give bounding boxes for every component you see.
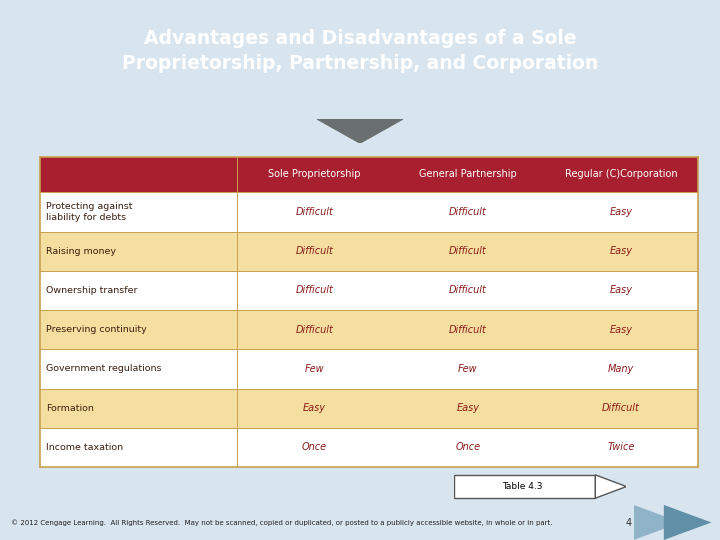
Text: Government regulations: Government regulations — [46, 364, 162, 374]
Text: Table 4.3: Table 4.3 — [503, 482, 543, 491]
Text: Difficult: Difficult — [296, 207, 333, 217]
Polygon shape — [664, 505, 711, 540]
FancyBboxPatch shape — [40, 349, 698, 389]
Text: Few: Few — [458, 364, 477, 374]
Text: Easy: Easy — [610, 286, 632, 295]
Text: Once: Once — [302, 442, 327, 453]
Text: Sole Proprietorship: Sole Proprietorship — [269, 170, 361, 179]
Text: Ownership transfer: Ownership transfer — [46, 286, 138, 295]
Text: Easy: Easy — [303, 403, 326, 413]
Text: Difficult: Difficult — [602, 403, 640, 413]
FancyBboxPatch shape — [40, 389, 698, 428]
Polygon shape — [595, 475, 626, 498]
Text: Easy: Easy — [610, 246, 632, 256]
Text: Twice: Twice — [607, 442, 634, 453]
Text: Preserving continuity: Preserving continuity — [46, 325, 147, 334]
Text: Difficult: Difficult — [449, 325, 487, 335]
Text: Difficult: Difficult — [296, 286, 333, 295]
Text: Many: Many — [608, 364, 634, 374]
Text: Difficult: Difficult — [296, 246, 333, 256]
Text: © 2012 Cengage Learning.  All Rights Reserved.  May not be scanned, copied or du: © 2012 Cengage Learning. All Rights Rese… — [11, 520, 552, 526]
Text: Once: Once — [455, 442, 480, 453]
Text: Easy: Easy — [610, 325, 632, 335]
Polygon shape — [317, 119, 403, 143]
Text: Income taxation: Income taxation — [46, 443, 123, 452]
FancyBboxPatch shape — [40, 428, 698, 467]
Text: Protecting against
liability for debts: Protecting against liability for debts — [46, 202, 132, 221]
Text: Easy: Easy — [610, 207, 632, 217]
Text: Raising money: Raising money — [46, 247, 116, 256]
Text: 4 | 28: 4 | 28 — [626, 518, 654, 529]
FancyBboxPatch shape — [40, 157, 698, 192]
Text: Difficult: Difficult — [449, 207, 487, 217]
Text: Advantages and Disadvantages of a Sole
Proprietorship, Partnership, and Corporat: Advantages and Disadvantages of a Sole P… — [122, 29, 598, 73]
Text: Difficult: Difficult — [449, 246, 487, 256]
Text: Easy: Easy — [456, 403, 480, 413]
FancyBboxPatch shape — [40, 192, 698, 232]
FancyBboxPatch shape — [40, 232, 698, 271]
FancyBboxPatch shape — [40, 310, 698, 349]
Text: Formation: Formation — [46, 404, 94, 413]
Text: General Partnership: General Partnership — [419, 170, 517, 179]
FancyBboxPatch shape — [40, 271, 698, 310]
Text: Difficult: Difficult — [296, 325, 333, 335]
Text: Regular (C)Corporation: Regular (C)Corporation — [564, 170, 678, 179]
FancyBboxPatch shape — [454, 475, 595, 498]
Text: Few: Few — [305, 364, 325, 374]
Text: Difficult: Difficult — [449, 286, 487, 295]
Polygon shape — [634, 505, 681, 540]
